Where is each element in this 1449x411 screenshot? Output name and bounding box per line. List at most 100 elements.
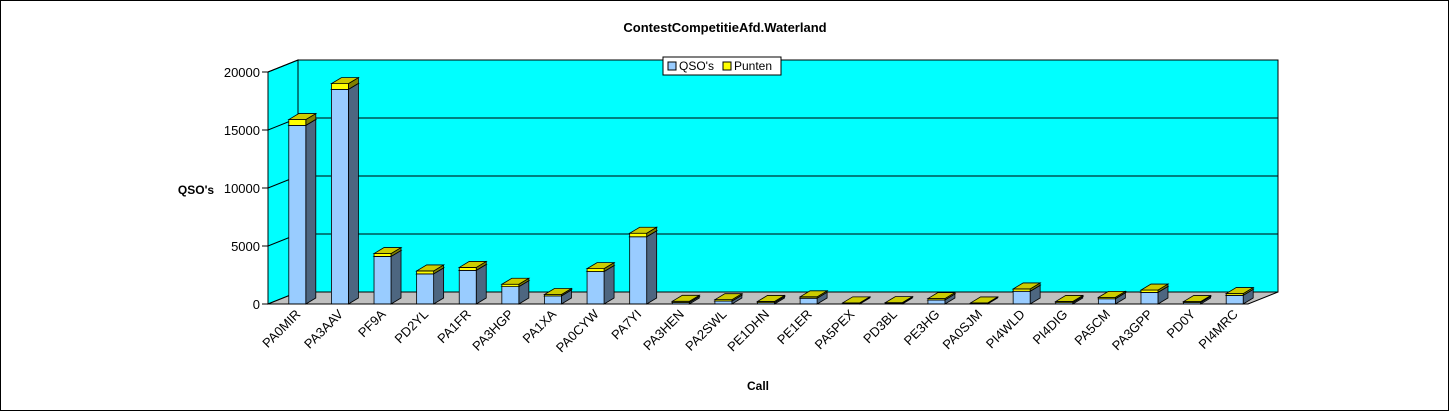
legend: QSO's Punten — [662, 56, 782, 76]
x-tick-label-PI4WLD: PI4WLD — [983, 307, 1028, 352]
bar-PA3GPP-punten — [1139, 283, 1170, 294]
bar-side — [305, 118, 317, 305]
x-tick-label-PD3BL: PD3BL — [860, 307, 900, 347]
y-tick-label: 15000 — [224, 123, 260, 138]
bar-PA3HEN-punten — [670, 294, 701, 304]
x-axis-title: Call — [747, 379, 769, 393]
bar-top — [713, 293, 744, 301]
bar-PA0MIR-qsos — [287, 118, 318, 305]
bar-PA0CYW-punten — [585, 261, 616, 273]
x-tick-label-PD2YL: PD2YL — [392, 307, 432, 347]
bar-top — [883, 296, 914, 304]
bar-PA0MIR-punten — [287, 112, 318, 127]
y-tick-label: 10000 — [224, 181, 260, 196]
y-axis-title: QSO's — [178, 183, 215, 197]
legend-label-qsos: QSO's — [679, 59, 714, 73]
bar-PA3AAV-punten — [329, 76, 360, 91]
x-tick-label-PA1FR: PA1FR — [434, 307, 474, 347]
x-tick-label-PF9A: PF9A — [355, 306, 389, 340]
x-tick-label-PD0Y: PD0Y — [1164, 306, 1199, 341]
legend-swatch-qsos — [667, 61, 677, 71]
bar-front — [1012, 290, 1031, 305]
bar-top — [1224, 287, 1255, 294]
bar-top — [1011, 282, 1042, 290]
bar-PA2SWL-punten — [713, 293, 744, 302]
bar-front — [1225, 294, 1244, 305]
legend-box — [662, 56, 782, 76]
gridline — [267, 59, 1278, 73]
x-tick-label-PA3HGP: PA3HGP — [469, 307, 516, 354]
bar-PE3HG-punten — [926, 291, 957, 301]
x-tick-label-PA2SWL: PA2SWL — [682, 307, 729, 354]
bar-PA3HGP-punten — [500, 277, 531, 288]
x-tick-label-PA3HEN: PA3HEN — [640, 307, 687, 354]
bar-top — [372, 247, 403, 254]
x-tick-label-PA1XA: PA1XA — [520, 306, 560, 346]
x-tick-label-PA0CYW: PA0CYW — [553, 306, 602, 355]
bar-front — [586, 271, 605, 305]
bar-top — [628, 226, 659, 234]
bar-top — [329, 77, 360, 84]
bar-PD2YL-punten — [415, 264, 446, 275]
bar-front — [458, 269, 477, 305]
bar-side — [348, 82, 359, 305]
bar-PI4DIG-punten — [1054, 294, 1085, 304]
bar-PD0Y-punten — [1182, 294, 1213, 304]
x-tick-label-PA3AAV: PA3AAV — [301, 306, 346, 351]
x-tick-label-PE3HG: PE3HG — [901, 307, 943, 349]
bar-PA0SJM-punten — [969, 296, 999, 305]
bar-top — [457, 261, 488, 268]
bar-front — [799, 297, 818, 305]
plot-walls — [267, 59, 1279, 305]
y-tick-label: 5000 — [231, 239, 260, 254]
bar-side — [390, 249, 402, 305]
bar-front — [331, 83, 349, 90]
bar-front — [416, 270, 435, 275]
chart-title: ContestCompetitieAfd.Waterland — [623, 20, 826, 35]
bar-top — [543, 288, 573, 295]
bar-PA5CM-punten — [1096, 290, 1127, 300]
x-tick-label-PA0MIR: PA0MIR — [259, 307, 303, 351]
y-tick-label: 0 — [253, 297, 260, 312]
bar-PA7YI-punten — [628, 226, 659, 238]
bar-top — [585, 262, 616, 270]
x-tick-label-PI4MRC: PI4MRC — [1195, 307, 1240, 352]
bar-PA3AAV-qsos — [329, 82, 360, 305]
bar-PI4MRC-punten — [1224, 286, 1255, 297]
x-tick-label-PA3GPP: PA3GPP — [1109, 307, 1156, 354]
bar-front — [586, 268, 605, 272]
bar-side — [603, 264, 615, 305]
bar-front — [544, 295, 562, 305]
bar-side — [475, 263, 487, 305]
bar-front — [288, 119, 307, 126]
bar-front — [629, 232, 648, 238]
bar-top — [1182, 295, 1213, 302]
x-tick-label-PE1DHN: PE1DHN — [724, 307, 772, 355]
bar-PI4WLD-punten — [1011, 282, 1042, 292]
x-tick-label-PI4DIG: PI4DIG — [1030, 307, 1071, 348]
bar-top — [926, 292, 957, 299]
bar-top — [287, 113, 318, 120]
bar-top — [1096, 290, 1127, 298]
bar-front — [288, 124, 307, 305]
bar-front — [331, 89, 349, 305]
bar-front — [1097, 298, 1116, 305]
legend-label-punten: Punten — [734, 59, 772, 73]
bar-front — [416, 273, 435, 305]
bar-PA1FR-punten — [457, 260, 488, 272]
bar-side — [646, 230, 658, 305]
bar-PF9A-punten — [372, 246, 403, 258]
bar-front — [458, 267, 477, 271]
bar-top — [756, 295, 786, 302]
bar-top — [1139, 283, 1170, 291]
bar-PD3BL-punten — [883, 295, 914, 305]
bar-front — [629, 236, 648, 305]
bar-PA1XA-punten — [543, 287, 573, 297]
bar-PE1ER-punten — [798, 290, 829, 299]
bar-PA5PEX-punten — [841, 296, 872, 305]
bar-top — [415, 264, 446, 272]
bar-front — [373, 256, 392, 305]
bar-top — [1054, 295, 1085, 302]
